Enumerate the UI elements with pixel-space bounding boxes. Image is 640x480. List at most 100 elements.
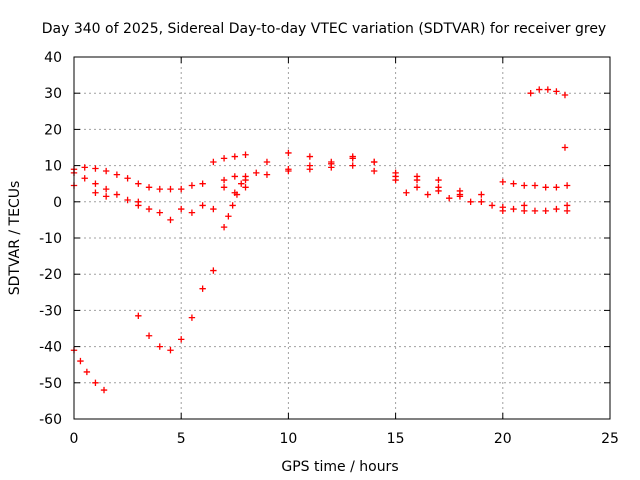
data-point: [467, 198, 474, 205]
data-point: [527, 90, 534, 97]
data-point: [100, 386, 108, 394]
data-point: [499, 178, 506, 186]
data-point: [81, 164, 88, 171]
series-arc-n: [527, 86, 569, 99]
data-point: [92, 165, 99, 172]
data-point: [220, 184, 228, 191]
y-tick-label: -50: [39, 376, 62, 392]
ticks: 0 5 10 15 20 25 -60 -50 -40 -30 -20 -10 0 10 20 30 40: [39, 50, 619, 447]
data-point: [178, 185, 185, 193]
data-point: [370, 167, 378, 175]
data-point: [102, 193, 110, 200]
y-tick-label: 40: [44, 50, 62, 66]
data-point: [531, 207, 539, 215]
data-point: [253, 169, 260, 177]
data-point: [446, 194, 453, 202]
y-tick-label: -40: [39, 340, 62, 356]
data-point: [521, 202, 528, 209]
data-point: [392, 173, 399, 180]
y-tick-label: -30: [39, 303, 62, 319]
series-arc-g: [220, 180, 245, 231]
data-point: [220, 176, 228, 184]
data-point: [145, 332, 153, 339]
data-point: [488, 202, 496, 209]
series-arc-c: [70, 164, 260, 193]
data-point: [167, 216, 174, 224]
data-point: [229, 202, 236, 209]
data-point: [231, 153, 238, 160]
data-point: [242, 151, 249, 158]
data-point: [370, 158, 378, 166]
data-point: [403, 189, 410, 196]
data-point: [178, 205, 185, 213]
data-point: [478, 191, 485, 198]
series-arc-e: [135, 267, 217, 354]
data-point: [188, 314, 196, 321]
data-point: [561, 91, 569, 99]
data-point: [456, 187, 464, 195]
data-point: [167, 347, 174, 354]
series-arc-j: [285, 153, 528, 211]
y-axis-label: SDTVAR / TECUs: [7, 181, 23, 296]
data-point: [135, 202, 142, 209]
data-point: [199, 202, 206, 209]
data-point: [553, 184, 560, 191]
data-point: [510, 205, 517, 213]
data-point: [156, 209, 163, 216]
series-arc-f: [210, 151, 249, 166]
plot-frame: [73, 56, 611, 420]
data-point: [77, 357, 84, 365]
data-point: [199, 180, 206, 187]
x-tick-label: 5: [177, 431, 186, 447]
series-arc-a: [70, 169, 238, 216]
data-point: [553, 205, 560, 213]
data-point: [113, 171, 121, 178]
data-point: [306, 162, 314, 169]
data-point: [561, 144, 569, 151]
data-point: [413, 176, 421, 184]
x-axis-label: GPS time / hours: [281, 459, 398, 475]
data-point: [92, 189, 99, 196]
data-point: [113, 191, 121, 198]
data-point: [285, 166, 292, 173]
data-point: [285, 149, 292, 157]
data-point: [424, 191, 431, 198]
series-arc-o: [561, 144, 569, 151]
data-point: [225, 213, 232, 220]
data-point: [542, 184, 549, 191]
data-point: [135, 180, 142, 187]
data-point: [521, 182, 528, 189]
y-tick-label: 0: [53, 195, 62, 211]
data-point: [306, 153, 314, 160]
data-point: [124, 196, 131, 204]
data-point: [199, 285, 206, 292]
y-tick-label: 20: [44, 122, 62, 138]
data-point: [124, 175, 131, 182]
data-point: [456, 193, 464, 200]
data-points: [70, 86, 571, 394]
x-tick-label: 10: [279, 431, 297, 447]
data-point: [156, 343, 163, 350]
data-point: [231, 173, 238, 180]
data-point: [220, 223, 228, 231]
data-point: [92, 180, 99, 187]
x-tick-label: 20: [494, 431, 512, 447]
data-point: [167, 185, 174, 193]
data-point: [102, 167, 110, 175]
y-tick-label: -60: [39, 412, 62, 428]
data-point: [210, 158, 217, 166]
data-point: [510, 180, 517, 187]
chart-title: Day 340 of 2025, Sidereal Day-to-day VTE…: [42, 21, 606, 37]
y-tick-label: 30: [44, 86, 62, 102]
data-point: [349, 162, 356, 169]
x-tick-label: 15: [387, 431, 405, 447]
data-point: [563, 202, 571, 209]
data-point: [81, 175, 88, 182]
data-point: [92, 379, 99, 386]
data-point: [242, 176, 249, 184]
y-tick-label: -20: [39, 267, 62, 283]
data-point: [102, 185, 110, 193]
data-point: [188, 209, 196, 216]
series-arc-k: [403, 189, 571, 215]
